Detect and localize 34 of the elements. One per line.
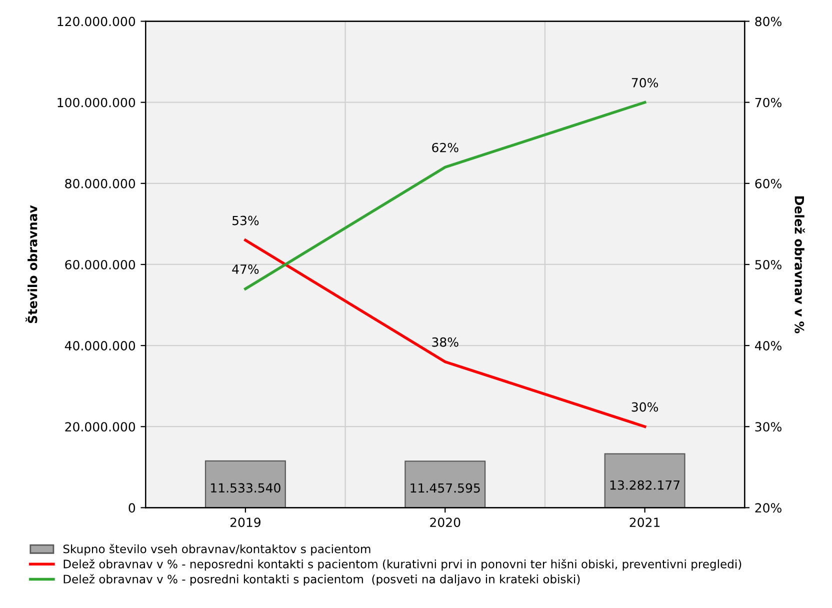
y2-axis-title: Delež obravnav v %	[794, 196, 805, 334]
data-label: 11.533.540	[211, 483, 280, 493]
y2-tick-label: 30%	[755, 422, 782, 432]
data-label: 70%	[632, 78, 658, 88]
y-tick-label: 60.000.000	[65, 260, 136, 270]
x-tick-label: 2021	[630, 518, 660, 528]
y2-tick-label: 70%	[755, 98, 782, 108]
legend-label: Delež obravnav v % - posredni kontakti s pacientom (posveti na daljavo in krateki obiski)	[64, 574, 580, 586]
legend-label: Skupno število vseh obravnav/kontaktov s pacientom	[63, 544, 370, 556]
y2-tick-label: 60%	[755, 178, 782, 188]
data-label: 53%	[232, 216, 259, 226]
data-label: 62%	[432, 142, 458, 152]
data-label: 47%	[232, 264, 259, 274]
y-tick-label: 100.000.000	[58, 98, 136, 108]
data-label: 13.282.177	[610, 480, 680, 490]
legend-label: Delež obravnav v % - neposredni kontakti s pacientom (kurativni prvi in ponovni ter hišni obiski, preventivni pregledi)	[64, 558, 742, 571]
y-tick-label: 40.000.000	[64, 341, 136, 350]
bar	[204, 460, 286, 508]
bar	[604, 453, 686, 508]
x-tick-label: 2019	[230, 518, 260, 528]
bar	[404, 460, 486, 508]
y2-tick-label: 80%	[755, 16, 782, 26]
y-tick-label: 0	[128, 503, 136, 513]
data-label: 11.457.595	[410, 483, 480, 493]
y2-tick-label: 40%	[754, 341, 782, 350]
x-tick-label: 2020	[430, 518, 460, 528]
y-axis-title: Število obravnav	[26, 205, 38, 324]
y2-tick-label: 50%	[755, 260, 782, 270]
y-tick-label: 120.000.000	[58, 16, 136, 26]
y-tick-label: 20.000.000	[65, 422, 136, 432]
y2-tick-label: 20%	[755, 503, 782, 513]
y-tick-label: 80.000.000	[65, 178, 136, 188]
data-label: 38%	[432, 337, 458, 347]
data-label: 30%	[632, 402, 658, 412]
